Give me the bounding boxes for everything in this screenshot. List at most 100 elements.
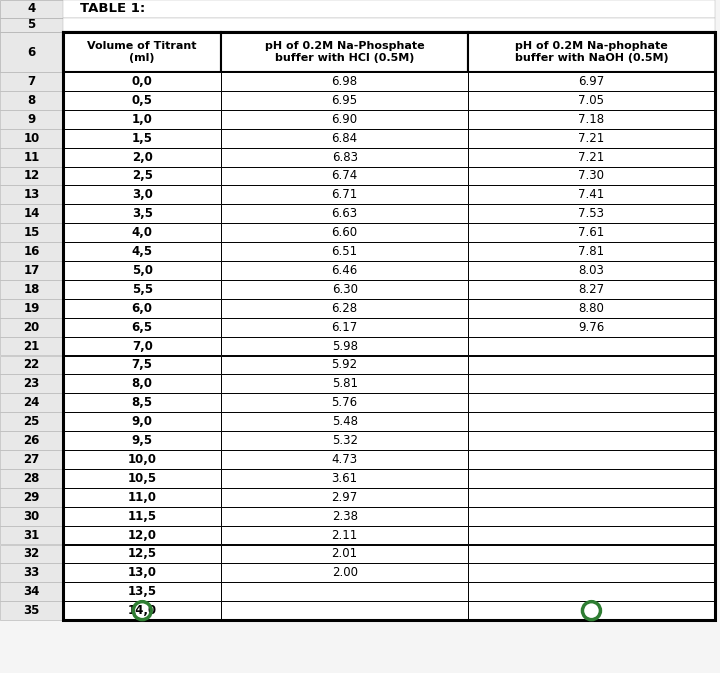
Text: 14,0: 14,0 bbox=[127, 604, 157, 617]
Text: 3,0: 3,0 bbox=[132, 188, 153, 201]
Text: 6.30: 6.30 bbox=[332, 283, 358, 296]
Text: 1,0: 1,0 bbox=[132, 113, 153, 126]
Text: 29: 29 bbox=[23, 491, 40, 504]
Text: 26: 26 bbox=[23, 434, 40, 447]
Bar bbox=[63, 185, 222, 205]
Bar bbox=[468, 488, 715, 507]
Text: 6,0: 6,0 bbox=[132, 302, 153, 315]
Bar bbox=[63, 526, 222, 544]
Bar bbox=[468, 129, 715, 147]
Text: 5.81: 5.81 bbox=[332, 378, 358, 390]
Text: 9.76: 9.76 bbox=[578, 320, 605, 334]
Text: 19: 19 bbox=[23, 302, 40, 315]
Text: 6.51: 6.51 bbox=[332, 245, 358, 258]
Text: 7.81: 7.81 bbox=[578, 245, 605, 258]
Text: 7.41: 7.41 bbox=[578, 188, 605, 201]
Text: 6,5: 6,5 bbox=[132, 320, 153, 334]
Bar bbox=[63, 393, 222, 412]
Text: 2,5: 2,5 bbox=[132, 170, 153, 182]
Bar bbox=[63, 91, 222, 110]
Text: 0,0: 0,0 bbox=[132, 75, 153, 88]
Bar bbox=[222, 91, 468, 110]
Text: 6.28: 6.28 bbox=[332, 302, 358, 315]
Bar bbox=[222, 563, 468, 582]
Bar bbox=[222, 507, 468, 526]
Text: 17: 17 bbox=[23, 264, 40, 277]
Bar bbox=[63, 582, 222, 601]
Text: 28: 28 bbox=[23, 472, 40, 485]
Text: 2.11: 2.11 bbox=[331, 528, 358, 542]
Text: 10,0: 10,0 bbox=[127, 453, 157, 466]
Bar bbox=[222, 223, 468, 242]
Bar bbox=[0, 431, 63, 450]
Text: 15: 15 bbox=[23, 226, 40, 239]
Text: 12,5: 12,5 bbox=[127, 547, 157, 561]
Text: TABLE 1:: TABLE 1: bbox=[81, 3, 145, 15]
Bar bbox=[0, 544, 63, 563]
Text: 27: 27 bbox=[23, 453, 40, 466]
Text: 7.53: 7.53 bbox=[578, 207, 605, 220]
Bar bbox=[63, 129, 222, 147]
Bar bbox=[222, 299, 468, 318]
Bar bbox=[0, 450, 63, 469]
Text: 6.97: 6.97 bbox=[578, 75, 605, 88]
Bar bbox=[468, 355, 715, 374]
Text: 6: 6 bbox=[27, 46, 35, 59]
Bar bbox=[222, 242, 468, 261]
Text: pH of 0.2M Na-Phosphate
buffer with HCl (0.5M): pH of 0.2M Na-Phosphate buffer with HCl … bbox=[265, 41, 425, 63]
Bar bbox=[0, 32, 63, 72]
Text: 2,0: 2,0 bbox=[132, 151, 153, 164]
Text: 16: 16 bbox=[23, 245, 40, 258]
Text: 2.38: 2.38 bbox=[332, 509, 358, 523]
Text: 32: 32 bbox=[23, 547, 40, 561]
Bar bbox=[0, 299, 63, 318]
Bar bbox=[222, 72, 468, 91]
Bar bbox=[63, 601, 222, 620]
Bar bbox=[63, 242, 222, 261]
Text: 6.71: 6.71 bbox=[331, 188, 358, 201]
Text: 11: 11 bbox=[23, 151, 40, 164]
Text: 3,5: 3,5 bbox=[132, 207, 153, 220]
Bar bbox=[468, 450, 715, 469]
Text: 6.95: 6.95 bbox=[332, 94, 358, 107]
Bar bbox=[222, 355, 468, 374]
Text: pH of 0.2M Na-phophate
buffer with NaOH (0.5M): pH of 0.2M Na-phophate buffer with NaOH … bbox=[515, 41, 668, 63]
Text: 7.21: 7.21 bbox=[578, 132, 605, 145]
Bar bbox=[468, 72, 715, 91]
Bar bbox=[63, 32, 715, 620]
Bar bbox=[63, 469, 222, 488]
Bar bbox=[0, 488, 63, 507]
Bar bbox=[63, 318, 222, 336]
Bar bbox=[222, 450, 468, 469]
Text: 7.05: 7.05 bbox=[578, 94, 605, 107]
Bar bbox=[0, 355, 63, 374]
Text: 2.01: 2.01 bbox=[332, 547, 358, 561]
Text: 7,5: 7,5 bbox=[132, 359, 153, 371]
Bar bbox=[0, 374, 63, 393]
Bar bbox=[0, 507, 63, 526]
Text: 30: 30 bbox=[23, 509, 40, 523]
Bar bbox=[222, 526, 468, 544]
Text: 10,5: 10,5 bbox=[127, 472, 157, 485]
Text: 23: 23 bbox=[23, 378, 40, 390]
Text: 9,0: 9,0 bbox=[132, 415, 153, 428]
Text: 7.18: 7.18 bbox=[578, 113, 605, 126]
Bar bbox=[468, 147, 715, 166]
Text: 9,5: 9,5 bbox=[132, 434, 153, 447]
Text: Volume of Titrant
(ml): Volume of Titrant (ml) bbox=[87, 41, 197, 63]
Bar bbox=[0, 185, 63, 205]
Bar bbox=[468, 526, 715, 544]
Bar bbox=[63, 412, 222, 431]
Bar bbox=[0, 336, 63, 355]
Bar bbox=[0, 147, 63, 166]
Text: 13,0: 13,0 bbox=[127, 567, 157, 579]
Text: 24: 24 bbox=[23, 396, 40, 409]
Bar bbox=[468, 469, 715, 488]
Text: 10: 10 bbox=[23, 132, 40, 145]
Text: 5.92: 5.92 bbox=[332, 359, 358, 371]
Bar bbox=[222, 166, 468, 185]
Text: 8.03: 8.03 bbox=[578, 264, 604, 277]
Text: 7.61: 7.61 bbox=[578, 226, 605, 239]
Bar bbox=[63, 147, 222, 166]
Bar bbox=[222, 431, 468, 450]
